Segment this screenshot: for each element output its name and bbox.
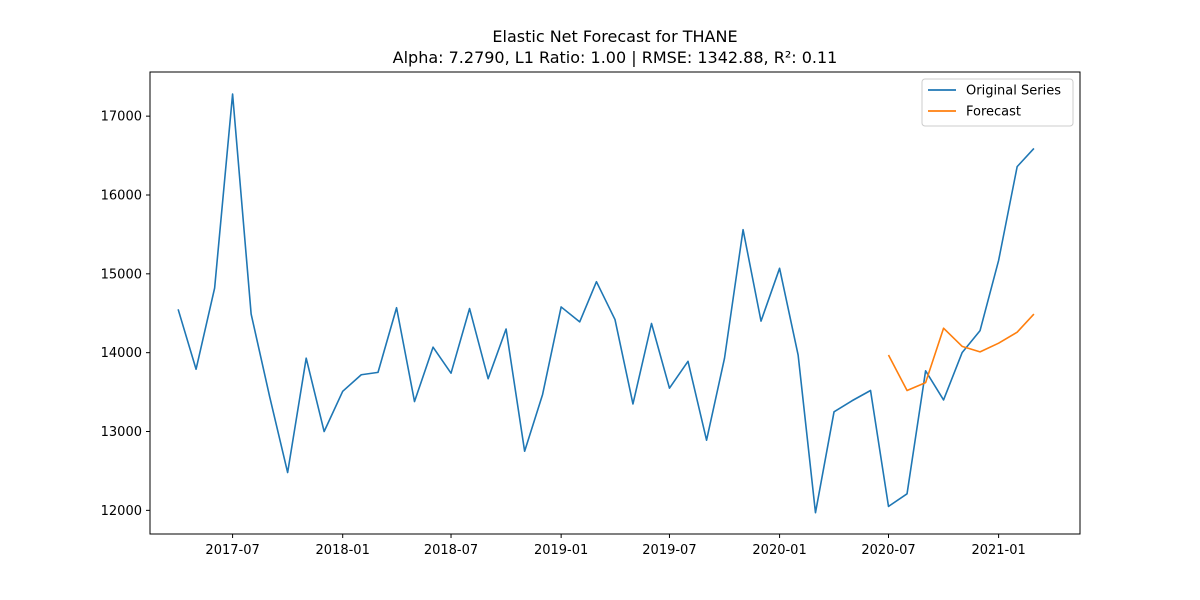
data-point [797,354,799,356]
data-point [578,321,580,323]
x-tick-label: 2017-07 [205,543,259,558]
data-point [413,400,415,402]
x-tick-label: 2018-07 [424,543,478,558]
data-point [887,505,889,507]
x-axis: 2017-07 2018-01 2018-07 2019-01 2019-07 2020-… [205,534,1026,558]
data-point [650,322,652,324]
data-point [778,267,780,269]
data-point [833,411,835,413]
data-point [961,351,963,353]
data-point [668,387,670,389]
series-1 [887,313,1035,392]
y-tick-label: 14000 [101,346,142,361]
data-point [523,450,525,452]
x-tick-label: 2020-07 [861,543,915,558]
data-point [742,228,744,230]
data-point [924,370,926,372]
data-point [1016,165,1018,167]
data-point [887,354,889,356]
data-point [323,430,325,432]
chart-title: Elastic Net Forecast for THANE [492,27,738,46]
data-point [851,400,853,402]
data-point [541,393,543,395]
data-point [468,307,470,309]
data-point [432,346,434,348]
series-line [177,93,1035,514]
y-tick-label: 17000 [101,110,142,125]
data-point [924,381,926,383]
data-point [906,493,908,495]
data-point [487,377,489,379]
data-point [505,328,507,330]
data-point [231,93,233,95]
data-point [705,439,707,441]
data-point [268,396,270,398]
x-tick-label: 2019-01 [534,543,588,558]
data-point [1033,313,1035,315]
y-tick-label: 13000 [101,425,142,440]
data-point [450,372,452,374]
x-tick-label: 2018-01 [316,543,370,558]
y-tick-label: 15000 [101,267,142,282]
legend-item: Forecast [928,105,1021,120]
data-point [560,306,562,308]
data-point [213,287,215,289]
series-0 [177,93,1035,514]
legend-box [921,78,1074,127]
data-point [250,313,252,315]
data-point [614,318,616,320]
legend-label: Forecast [966,105,1021,120]
data-point [377,371,379,373]
data-point [906,389,908,391]
data-point [177,308,179,310]
data-point [360,374,362,376]
data-point [632,403,634,405]
series-layer [177,93,1035,514]
data-point [723,357,725,359]
data-point [687,360,689,362]
series-line [887,313,1035,392]
y-tick-label: 12000 [101,504,142,519]
data-point [195,368,197,370]
data-point [979,351,981,353]
y-axis: 12000 13000 14000 15000 16000 17000 [101,110,150,519]
data-point [869,389,871,391]
data-point [760,320,762,322]
data-point [942,399,944,401]
data-point [997,342,999,344]
data-point [286,471,288,473]
data-point [1033,147,1035,149]
x-tick-label: 2019-07 [642,543,696,558]
data-point [395,307,397,309]
data-point [997,259,999,261]
chart-subtitle: Alpha: 7.2790, L1 Ratio: 1.00 | RMSE: 13… [392,48,838,67]
data-point [814,512,816,514]
data-point [342,390,344,392]
data-point [1016,331,1018,333]
x-tick-label: 2021-01 [971,543,1025,558]
y-tick-label: 16000 [101,188,142,203]
legend-item: Original Series [928,84,1061,99]
data-point [595,281,597,283]
data-point [961,345,963,347]
data-point [979,329,981,331]
data-point [942,327,944,329]
x-tick-label: 2020-01 [752,543,806,558]
plot-frame [149,71,1081,535]
legend: Original Series Forecast [921,78,1074,127]
data-point [305,357,307,359]
legend-label: Original Series [966,84,1061,99]
